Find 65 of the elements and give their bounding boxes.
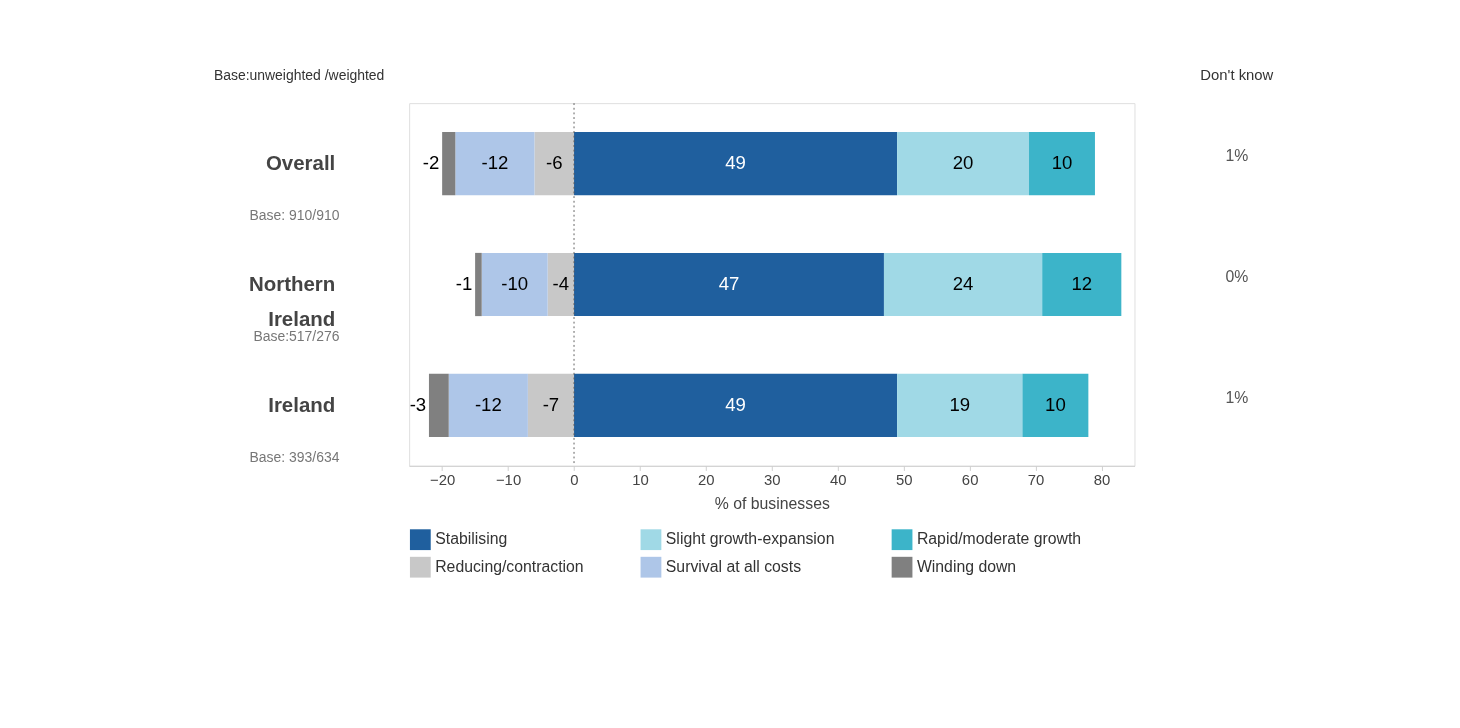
bar [455, 132, 535, 196]
data-label: 10 [1051, 152, 1073, 174]
data-label: 12 [1071, 273, 1093, 295]
data-label: -3 [409, 393, 427, 415]
data-label: 47 [718, 273, 740, 295]
bar [574, 252, 884, 317]
x-tick-label: 70 [1027, 471, 1045, 488]
bar [547, 252, 575, 317]
data-label: -12 [481, 152, 509, 174]
data-label: -7 [542, 393, 560, 415]
bar [481, 252, 548, 317]
bar [1029, 132, 1095, 196]
legend-label: Rapid/moderate growth [916, 530, 1082, 548]
bar [475, 252, 482, 317]
data-label: 24 [952, 273, 974, 295]
text: Base:unweighted /weighted [213, 66, 385, 83]
text: 1% [1225, 146, 1249, 164]
x-tick-label: 0 [570, 471, 579, 488]
y-tick-label: Overall [265, 151, 336, 175]
text: Base:517/276 [253, 328, 340, 345]
x-tick-label: 30 [764, 471, 781, 488]
data-label: -1 [455, 273, 473, 295]
legend-label: Winding down [916, 557, 1017, 575]
y-tick-label: Northern Ireland [248, 272, 336, 331]
text: 1% [1225, 388, 1249, 406]
bar [428, 373, 449, 438]
bar [448, 373, 528, 438]
text: Base: 910/910 [249, 207, 340, 224]
legend-label: Stabilising [435, 530, 508, 548]
bar [883, 252, 1043, 317]
bar [574, 373, 898, 438]
data-label: -2 [422, 152, 440, 174]
data-label: 20 [952, 152, 974, 174]
text: 0% [1225, 267, 1249, 285]
data-label: 49 [725, 152, 746, 174]
x-tick-label: 20 [698, 471, 715, 488]
data-label: 10 [1045, 393, 1066, 415]
x-tick-label: −10 [495, 471, 522, 488]
legend-label: Reducing/contraction [435, 557, 584, 575]
bar [1042, 252, 1122, 317]
x-tick-label: 80 [1093, 471, 1111, 488]
bar [897, 373, 1023, 438]
bar [534, 132, 575, 196]
legend-label: Survival at all costs [665, 557, 802, 575]
data-label: -4 [552, 273, 570, 295]
data-label: -10 [501, 273, 529, 295]
bar [527, 373, 575, 438]
bar [574, 132, 898, 196]
text: Base: 393/634 [249, 449, 340, 466]
text: Don't know [1200, 66, 1274, 83]
x-tick-label: −20 [430, 471, 456, 488]
data-label: -12 [474, 393, 502, 415]
x-axis-title: % of businesses [714, 495, 830, 513]
bar [442, 132, 456, 196]
x-tick-label: 60 [961, 471, 979, 488]
x-tick-label: 40 [829, 471, 847, 488]
data-label: -6 [545, 152, 563, 174]
data-label: 19 [949, 393, 971, 415]
bar [1022, 373, 1089, 438]
legend-label: Slight growth-expansion [665, 530, 835, 548]
x-tick-label: 10 [632, 471, 649, 488]
bar [897, 132, 1030, 196]
data-label: 49 [725, 393, 746, 415]
x-tick-label: 50 [895, 471, 913, 488]
y-tick-label: Ireland [268, 392, 336, 416]
